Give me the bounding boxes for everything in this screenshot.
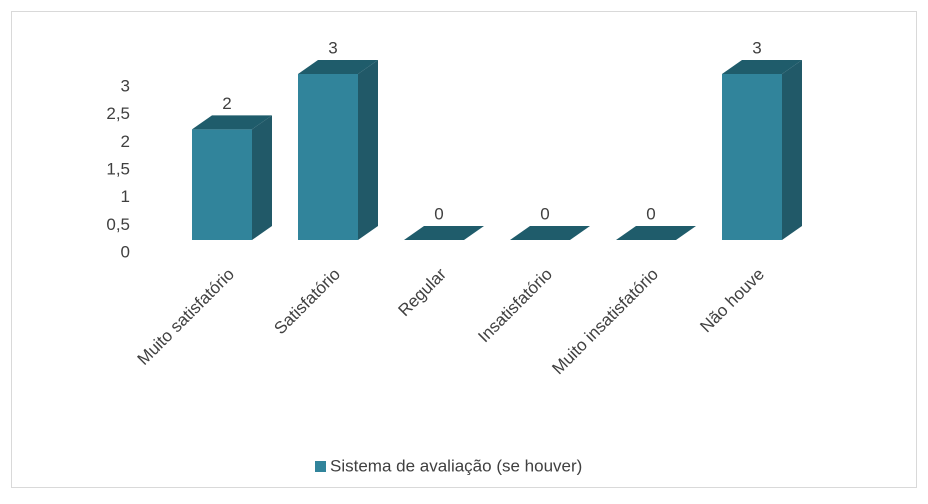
bar-top [298,60,378,74]
legend-label: Sistema de avaliação (se houver) [330,456,582,475]
y-tick-label: 0 [121,242,130,261]
y-tick-label: 0,5 [106,215,130,234]
bar-top [404,226,484,240]
bar-top [722,60,802,74]
bar [298,60,378,240]
data-label: 0 [646,204,655,223]
bar [616,226,696,240]
data-label: 3 [328,38,337,57]
bar-top [192,115,272,130]
bar [722,60,802,240]
legend-swatch [315,461,326,472]
data-label: 0 [540,204,549,223]
y-tick-label: 1 [121,187,130,206]
bar-front [298,74,358,240]
data-label: 3 [752,38,761,57]
y-tick-label: 1,5 [106,159,130,178]
bar-side [358,60,378,240]
bar [404,226,484,240]
bar [510,226,590,240]
y-tick-label: 3 [121,76,130,95]
bar-side [782,60,802,240]
y-tick-label: 2,5 [106,104,130,123]
bar [192,115,272,240]
bar-front [192,129,252,240]
bar-side [252,115,272,240]
bar-top [510,226,590,240]
bar-front [722,74,782,240]
y-tick-label: 2 [121,132,130,151]
data-label: 0 [434,204,443,223]
bar-top [616,226,696,240]
data-label: 2 [222,94,231,113]
